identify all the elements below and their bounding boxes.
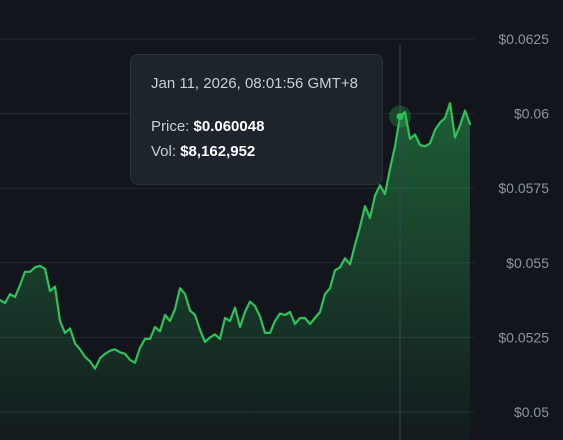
- tooltip-price-value: $0.060048: [193, 118, 265, 135]
- price-tooltip: Jan 11, 2026, 08:01:56 GMT+8 Price: $0.0…: [130, 54, 383, 185]
- tooltip-vol-value: $8,162,952: [180, 143, 256, 160]
- crosshair: [389, 44, 411, 440]
- tooltip-date: Jan 11, 2026, 08:01:56 GMT+8: [151, 75, 358, 92]
- y-tick-label: $0.05: [514, 404, 549, 420]
- y-tick-label: $0.0625: [498, 31, 549, 47]
- y-tick-label: $0.0525: [498, 329, 549, 345]
- area-fill: [0, 103, 470, 440]
- tooltip-vol-row: Vol: $8,162,952: [151, 143, 362, 160]
- tooltip-vol-label: Vol:: [151, 143, 177, 160]
- tooltip-price-row: Price: $0.060048: [151, 118, 362, 135]
- y-tick-label: $0.055: [506, 255, 549, 271]
- series-line: [0, 102, 472, 370]
- y-axis: $0.0625 $0.06 $0.0575 $0.055 $0.0525 $0.05: [498, 31, 549, 420]
- tooltip-price-label: Price:: [151, 118, 190, 135]
- area-path: [0, 103, 470, 440]
- hover-point[interactable]: [396, 113, 404, 121]
- y-tick-label: $0.06: [514, 106, 549, 122]
- y-tick-label: $0.0575: [498, 180, 549, 196]
- price-line: [0, 102, 472, 370]
